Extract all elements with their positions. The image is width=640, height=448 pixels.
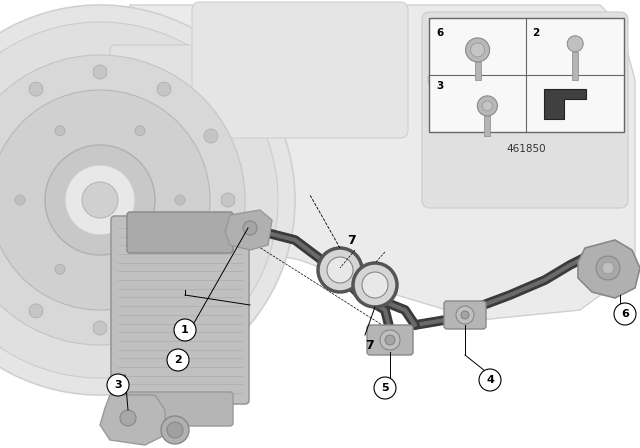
Text: 5: 5 — [381, 383, 389, 393]
Circle shape — [456, 306, 474, 324]
Circle shape — [82, 182, 118, 218]
FancyBboxPatch shape — [444, 301, 486, 329]
Circle shape — [477, 96, 497, 116]
Text: 461850: 461850 — [507, 144, 546, 154]
FancyBboxPatch shape — [127, 212, 233, 253]
Circle shape — [0, 55, 245, 345]
FancyBboxPatch shape — [422, 12, 628, 208]
Circle shape — [374, 377, 396, 399]
Circle shape — [167, 422, 183, 438]
Circle shape — [204, 129, 218, 143]
Circle shape — [15, 195, 25, 205]
Circle shape — [385, 335, 395, 345]
Circle shape — [470, 43, 484, 57]
Circle shape — [174, 319, 196, 341]
Circle shape — [567, 36, 583, 52]
Circle shape — [479, 369, 501, 391]
Circle shape — [175, 195, 185, 205]
Text: 7: 7 — [365, 339, 374, 352]
FancyBboxPatch shape — [127, 392, 233, 426]
Circle shape — [602, 262, 614, 274]
Text: 2: 2 — [532, 28, 540, 38]
Circle shape — [0, 90, 210, 310]
Text: 6: 6 — [437, 28, 444, 38]
Circle shape — [466, 38, 490, 62]
Circle shape — [596, 256, 620, 280]
Circle shape — [135, 126, 145, 136]
Text: 7: 7 — [348, 233, 356, 246]
Text: 3: 3 — [114, 380, 122, 390]
Circle shape — [55, 126, 65, 136]
Circle shape — [461, 311, 469, 319]
FancyBboxPatch shape — [192, 2, 408, 138]
Bar — [484, 116, 490, 136]
Polygon shape — [100, 395, 165, 445]
Circle shape — [29, 304, 43, 318]
Circle shape — [614, 303, 636, 325]
Circle shape — [0, 5, 295, 395]
FancyBboxPatch shape — [111, 216, 249, 404]
Bar — [572, 52, 578, 80]
Text: 1: 1 — [181, 325, 189, 335]
Circle shape — [29, 82, 43, 96]
Circle shape — [428, 68, 452, 92]
Bar — [429, 18, 624, 132]
Circle shape — [65, 165, 135, 235]
Circle shape — [93, 65, 107, 79]
FancyBboxPatch shape — [367, 325, 413, 355]
Text: 2: 2 — [174, 355, 182, 365]
Text: 6: 6 — [621, 309, 629, 319]
Circle shape — [157, 82, 171, 96]
Circle shape — [243, 221, 257, 235]
Circle shape — [362, 272, 388, 298]
Polygon shape — [105, 5, 635, 320]
FancyBboxPatch shape — [110, 45, 220, 215]
Circle shape — [353, 263, 397, 307]
Text: 3: 3 — [437, 81, 444, 91]
Circle shape — [93, 321, 107, 335]
Circle shape — [483, 101, 492, 111]
Circle shape — [318, 248, 362, 292]
Circle shape — [221, 193, 235, 207]
Circle shape — [327, 257, 353, 283]
Circle shape — [55, 264, 65, 274]
Circle shape — [120, 410, 136, 426]
Circle shape — [167, 349, 189, 371]
Polygon shape — [578, 240, 640, 298]
Text: 4: 4 — [486, 375, 494, 385]
Polygon shape — [225, 210, 272, 250]
Circle shape — [157, 304, 171, 318]
Polygon shape — [545, 89, 586, 119]
Circle shape — [0, 22, 278, 378]
Circle shape — [434, 74, 446, 86]
Circle shape — [45, 145, 155, 255]
Circle shape — [107, 374, 129, 396]
Circle shape — [161, 416, 189, 444]
Bar — [475, 62, 481, 80]
Circle shape — [380, 330, 400, 350]
Circle shape — [135, 264, 145, 274]
Circle shape — [204, 257, 218, 271]
